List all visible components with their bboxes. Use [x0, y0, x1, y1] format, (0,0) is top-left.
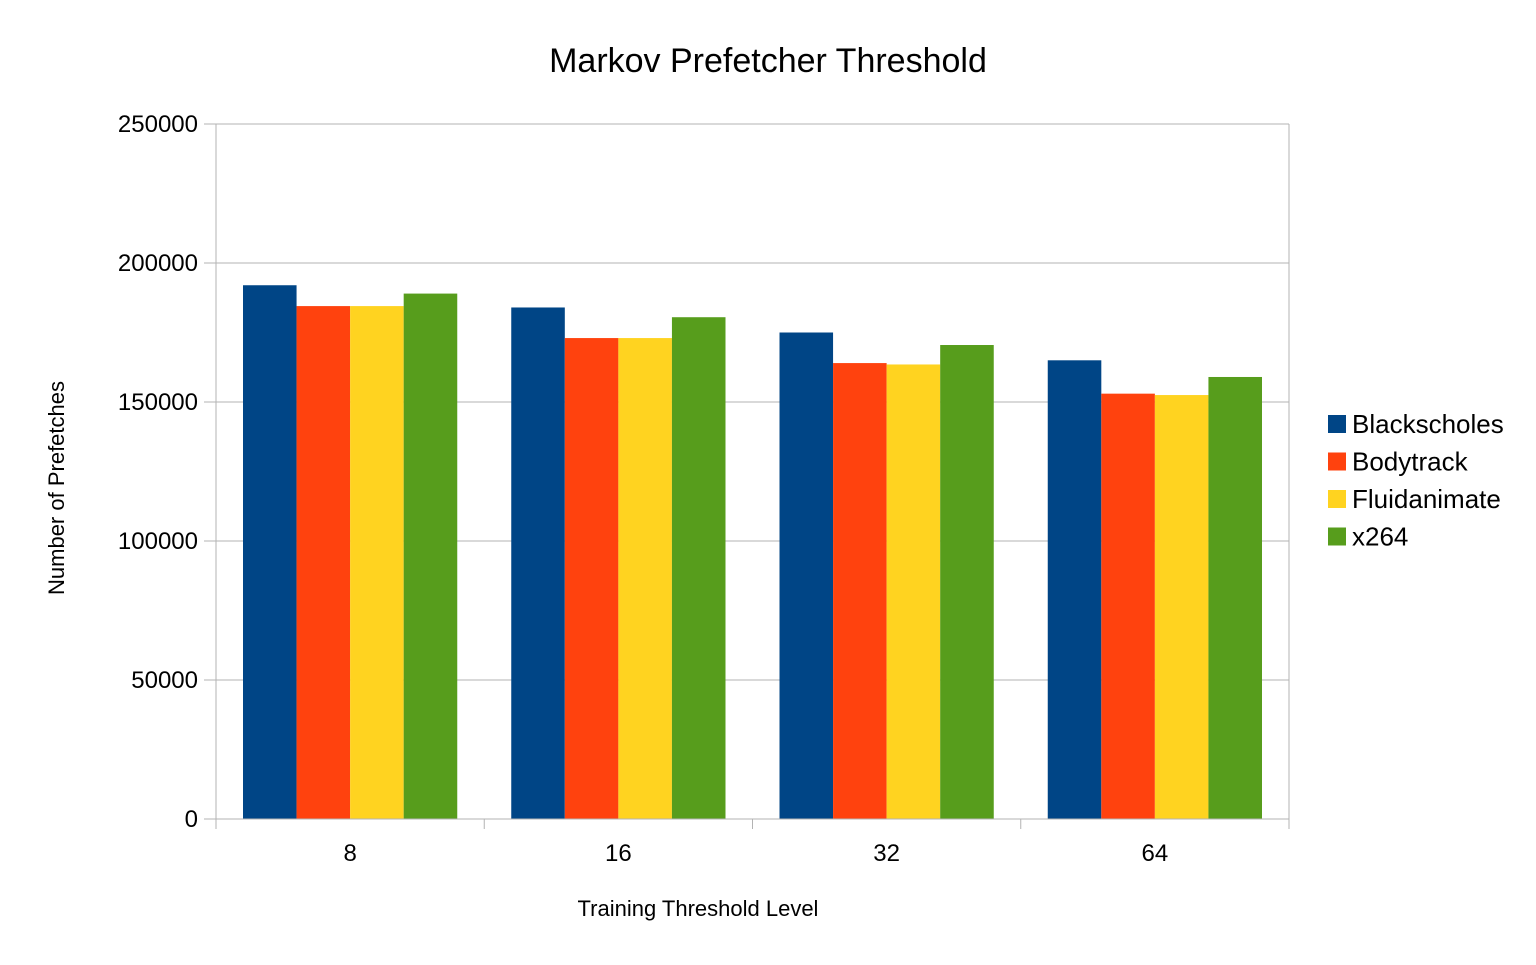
bar-fluidanimate-8 [350, 306, 404, 820]
x-axis-title: Training Threshold Level [578, 896, 819, 921]
bar-fluidanimate-32 [886, 364, 941, 819]
x-tick-label: 16 [605, 840, 632, 867]
x-tick-label: 32 [873, 840, 900, 867]
bar-fluidanimate-16 [618, 338, 672, 819]
legend-label-blackscholes: Blackscholes [1352, 409, 1504, 439]
legend-swatch-x264 [1328, 527, 1346, 546]
legend-swatch-bodytrack [1328, 452, 1346, 471]
bar-blackscholes-16 [511, 307, 565, 819]
bar-bodytrack-16 [564, 338, 619, 819]
y-axis-title: Number of Prefetches [44, 381, 69, 595]
y-tick-label: 250000 [118, 111, 198, 138]
legend: Blackscholes Bodytrack Fluidanimate x264 [1328, 409, 1504, 552]
bar-x264-16 [671, 317, 726, 819]
legend-swatch-blackscholes [1328, 415, 1346, 433]
y-tick-label: 0 [185, 806, 198, 833]
y-tick-label: 50000 [131, 667, 198, 694]
bar-x264-8 [403, 293, 458, 820]
axes [204, 123, 1290, 829]
bar-fluidanimate-64 [1154, 395, 1209, 819]
bar-blackscholes-64 [1047, 360, 1102, 819]
bar-bodytrack-8 [296, 306, 351, 820]
y-tick-label: 200000 [118, 250, 198, 277]
y-tick-label: 150000 [118, 389, 198, 416]
legend-label-fluidanimate: Fluidanimate [1352, 484, 1501, 514]
bars [243, 285, 1262, 820]
legend-swatch-fluidanimate [1328, 490, 1346, 508]
bar-blackscholes-32 [779, 332, 834, 819]
bar-x264-64 [1208, 376, 1262, 819]
x-tick-label: 8 [343, 840, 356, 867]
bar-blackscholes-8 [243, 285, 297, 819]
bar-bodytrack-32 [833, 363, 887, 819]
x-tick-label: 64 [1142, 840, 1169, 867]
chart-title: Markov Prefetcher Threshold [549, 42, 987, 80]
bar-bodytrack-64 [1101, 393, 1155, 819]
x-axis-ticks: 8 16 32 64 [343, 840, 1168, 867]
y-tick-label: 100000 [118, 528, 198, 555]
y-axis-ticks: 0 50000 100000 150000 200000 250000 [118, 111, 198, 833]
legend-label-bodytrack: Bodytrack [1352, 447, 1469, 477]
legend-label-x264: x264 [1352, 522, 1408, 552]
bar-x264-32 [940, 345, 994, 819]
